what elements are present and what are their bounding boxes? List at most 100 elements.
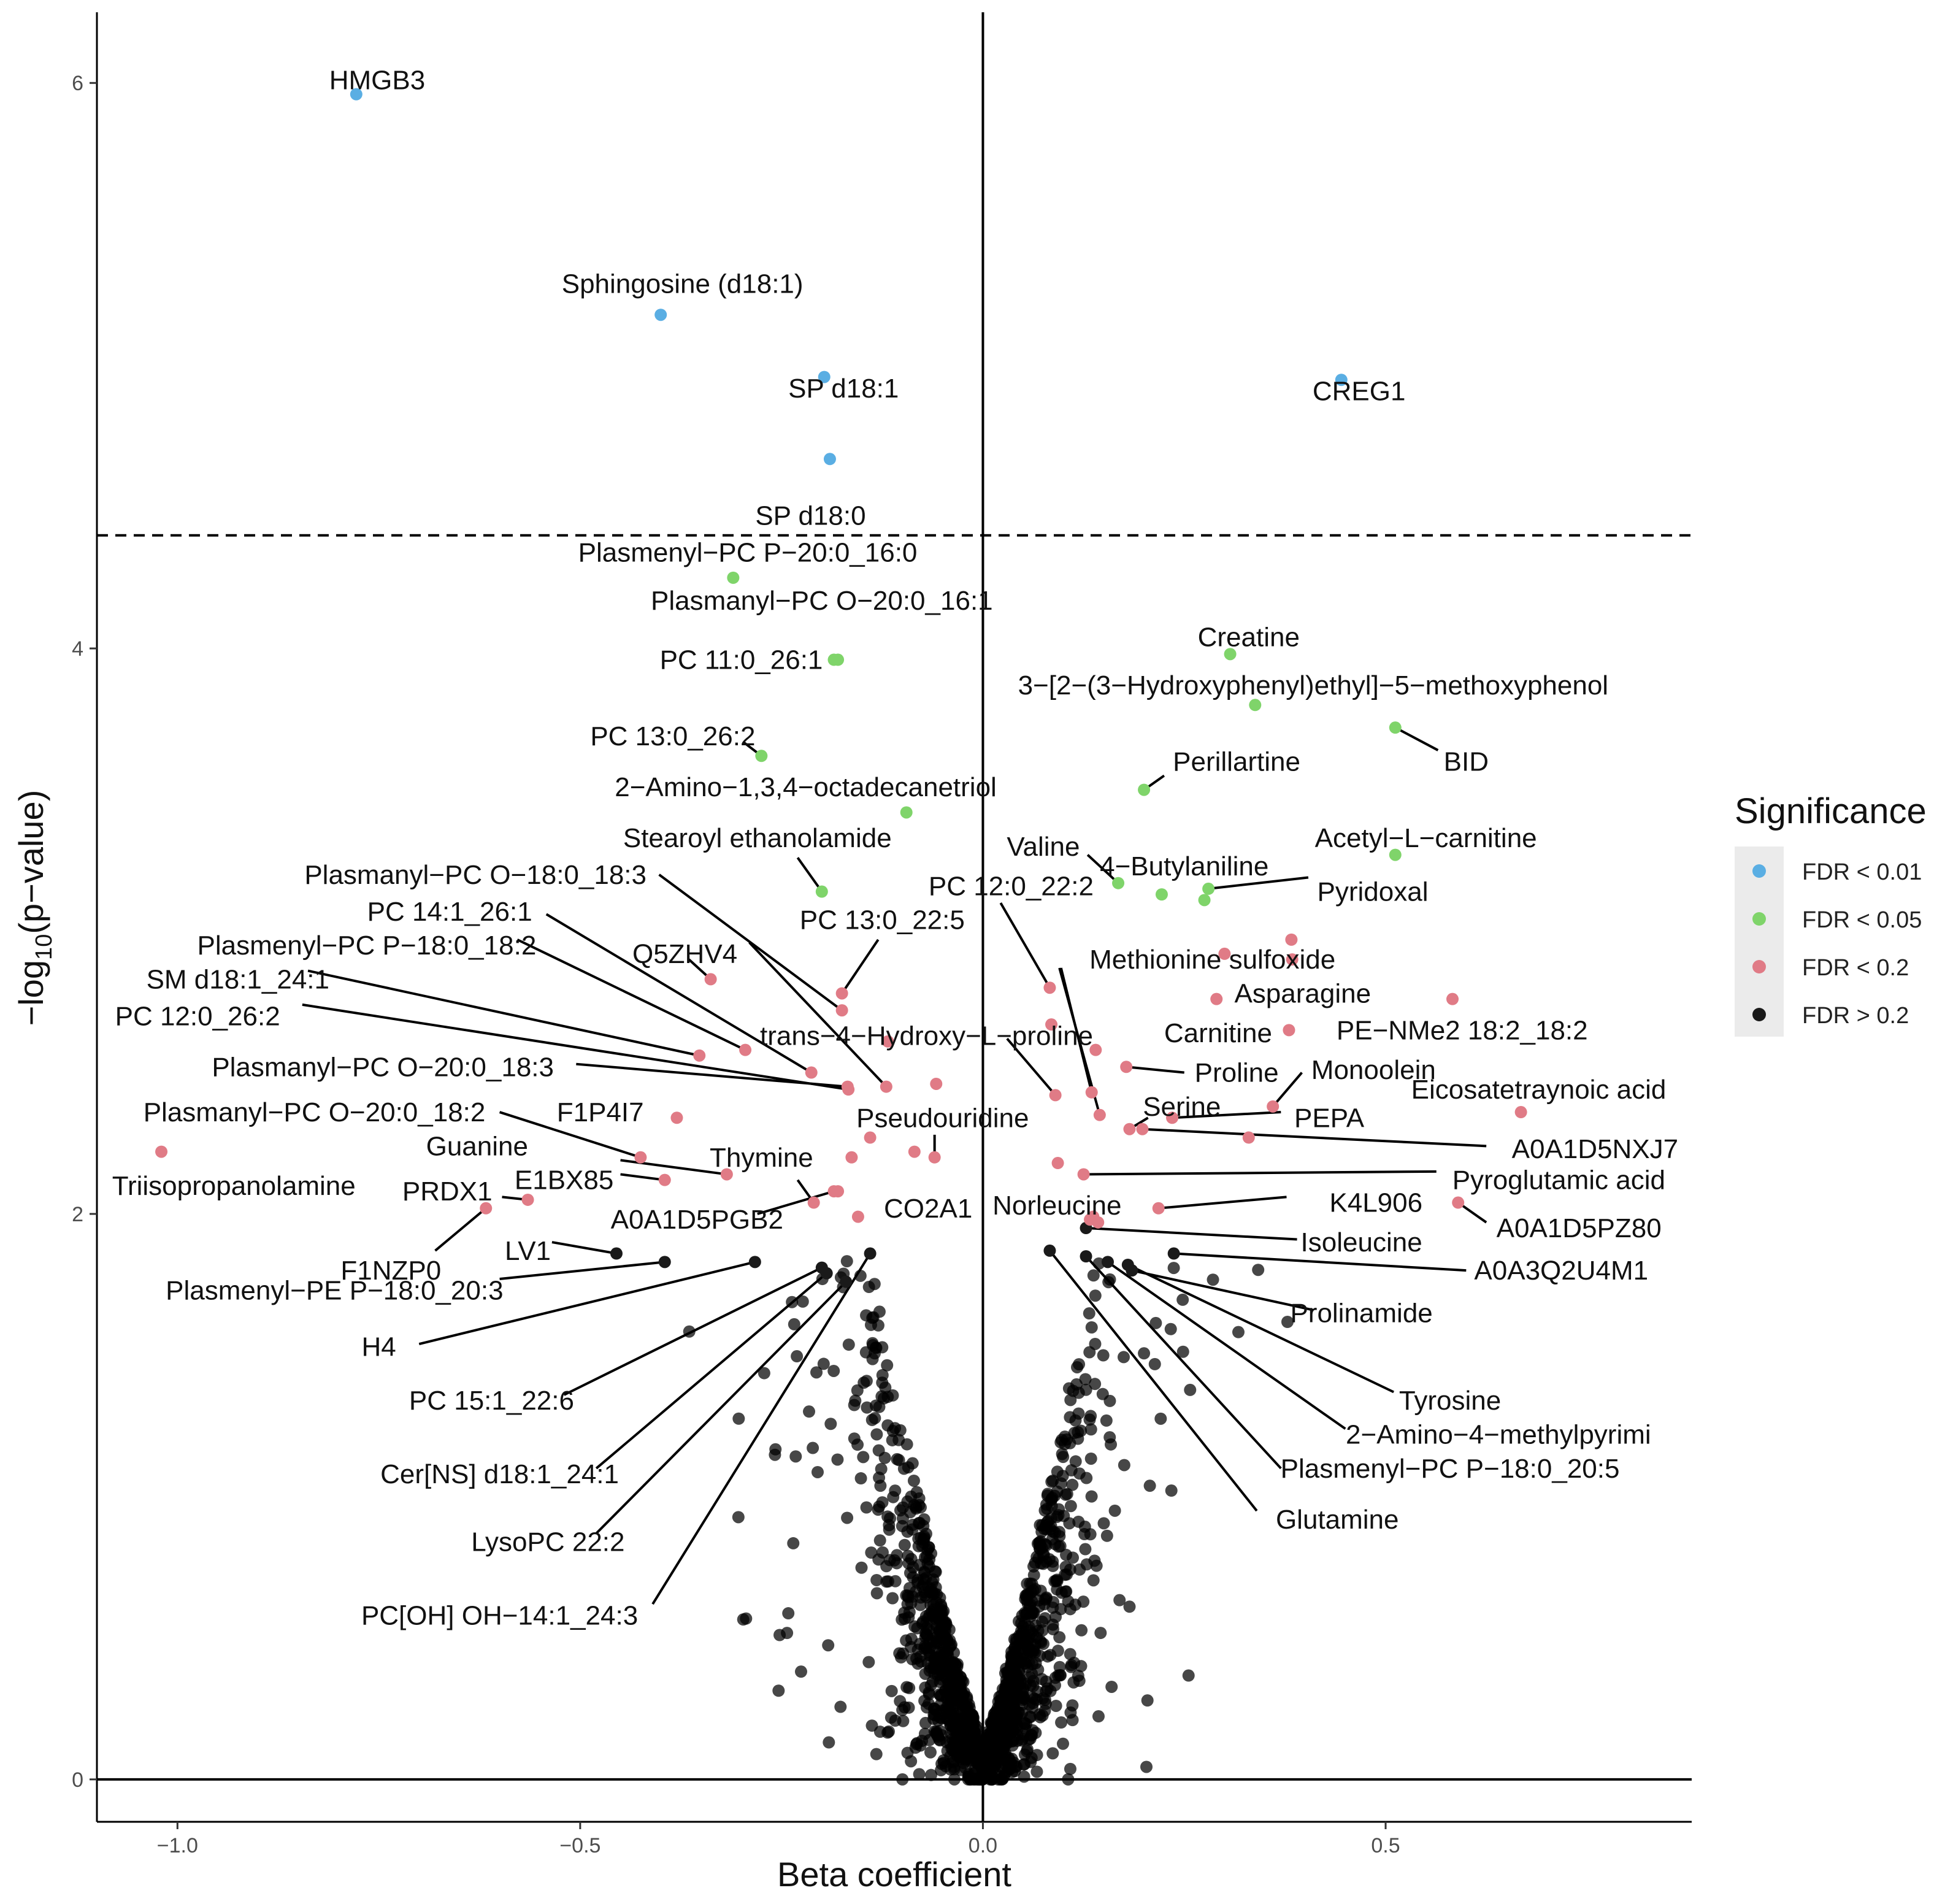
data-point-labeled	[820, 1267, 833, 1280]
data-point-nonsignificant	[1103, 1394, 1116, 1407]
data-point-nonsignificant	[942, 1703, 955, 1716]
data-point-nonsignificant	[782, 1607, 795, 1620]
data-point-nonsignificant	[1051, 1583, 1064, 1596]
data-point-nonsignificant	[1070, 1378, 1083, 1391]
data-point-nonsignificant	[1072, 1426, 1084, 1438]
point-label: Carnitine	[1164, 1018, 1272, 1048]
data-point-nonsignificant	[1053, 1540, 1065, 1553]
data-point-nonsignificant	[1023, 1621, 1035, 1633]
data-point-nonsignificant	[794, 1665, 807, 1678]
data-point-nonsignificant	[1064, 1563, 1076, 1576]
point-label: H4	[361, 1332, 396, 1362]
data-point-nonsignificant	[1141, 1694, 1154, 1707]
point-label: LysoPC 22:2	[471, 1527, 624, 1557]
data-point-nonsignificant	[903, 1681, 916, 1694]
data-point-nonsignificant	[943, 1715, 956, 1728]
data-point-nonsignificant	[773, 1629, 786, 1641]
data-point-nonsignificant	[823, 1736, 835, 1749]
point-label: Monoolein	[1311, 1055, 1436, 1085]
label-leader-line	[595, 1272, 827, 1470]
data-point-nonsignificant	[892, 1434, 905, 1446]
data-point-nonsignificant	[928, 1662, 941, 1675]
data-point-nonsignificant	[1118, 1459, 1130, 1472]
data-point-nonsignificant	[873, 1400, 886, 1413]
point-label: F1NZP0	[340, 1256, 441, 1286]
point-label: SP d18:0	[755, 501, 865, 531]
data-point-nonsignificant	[872, 1319, 884, 1332]
data-point-nonsignificant	[901, 1746, 914, 1759]
point-label: Q5ZHV4	[632, 939, 737, 969]
point-label: PC 14:1_26:1	[367, 897, 532, 927]
data-point-nonsignificant	[1140, 1760, 1153, 1773]
data-point-significant	[851, 1210, 864, 1223]
data-point-significant	[880, 1080, 892, 1093]
legend-key-fdr-gt-02	[1752, 1008, 1766, 1021]
data-point-significant	[658, 1173, 671, 1186]
data-point-nonsignificant	[860, 1309, 873, 1322]
data-point-nonsignificant	[834, 1700, 847, 1713]
data-point-nonsignificant	[981, 1741, 994, 1754]
point-label: PC 12:0_26:2	[115, 1001, 280, 1031]
x-tick-label: 0.5	[1371, 1834, 1400, 1857]
data-point-nonsignificant	[787, 1537, 800, 1549]
data-point-nonsignificant	[1023, 1698, 1036, 1711]
data-point-significant	[1077, 1168, 1090, 1181]
point-label: Plasmenyl−PC P−18:0_18:2	[198, 931, 537, 961]
data-point-nonsignificant	[943, 1641, 956, 1654]
data-point-significant	[841, 1080, 854, 1093]
data-point-labeled	[864, 1247, 877, 1260]
data-point-nonsignificant	[893, 1647, 906, 1660]
data-point-nonsignificant	[911, 1657, 924, 1670]
label-leader-line	[651, 1253, 872, 1605]
point-label: BID	[1444, 747, 1489, 777]
data-point-nonsignificant	[1252, 1264, 1265, 1276]
label-leader-line	[434, 1207, 487, 1252]
data-point-nonsignificant	[902, 1591, 915, 1603]
data-point-nonsignificant	[898, 1538, 911, 1551]
y-tick-label: 2	[72, 1203, 83, 1226]
data-point-significant	[1389, 721, 1402, 734]
data-point-nonsignificant	[862, 1281, 875, 1294]
label-leader-line	[1172, 1111, 1281, 1119]
data-point-nonsignificant	[902, 1549, 915, 1562]
data-point-nonsignificant	[1022, 1643, 1035, 1656]
data-point-nonsignificant	[803, 1405, 816, 1418]
data-point-nonsignificant	[883, 1554, 896, 1567]
data-point-nonsignificant	[1036, 1624, 1049, 1637]
data-point-significant	[823, 453, 836, 466]
data-point-significant	[654, 309, 667, 321]
data-point-nonsignificant	[923, 1541, 935, 1554]
data-point-labeled	[610, 1247, 623, 1260]
data-point-nonsignificant	[1046, 1747, 1059, 1760]
data-point-nonsignificant	[1061, 1433, 1073, 1446]
point-label: Acetyl−L−carnitine	[1315, 823, 1537, 853]
data-point-significant	[815, 885, 828, 898]
label-leader-line	[1048, 1250, 1258, 1512]
data-point-nonsignificant	[880, 1575, 893, 1588]
data-point-nonsignificant	[902, 1701, 915, 1714]
point-label: Cer[NS] d18:1_24:1	[380, 1459, 619, 1489]
data-point-nonsignificant	[923, 1697, 935, 1710]
label-leader-line	[1272, 1072, 1303, 1108]
label-leader-line	[551, 1241, 617, 1255]
data-point-nonsignificant	[1084, 1423, 1097, 1436]
data-point-nonsignificant	[1029, 1726, 1042, 1739]
point-label: Valine	[1007, 832, 1080, 862]
label-leader-line	[576, 1062, 848, 1088]
point-label: PC 13:0_22:5	[800, 905, 965, 935]
data-point-nonsignificant	[1089, 1289, 1102, 1302]
data-point-significant	[350, 88, 363, 101]
data-point-nonsignificant	[985, 1756, 998, 1769]
data-point-significant	[1043, 981, 1056, 994]
legend-key-fdr-001	[1752, 864, 1766, 878]
data-point-nonsignificant	[1068, 1656, 1081, 1669]
point-label: PC 11:0_26:1	[660, 645, 823, 675]
y-tick-label: 4	[72, 637, 83, 661]
data-point-labeled	[840, 1275, 853, 1288]
data-point-significant	[805, 1066, 818, 1079]
data-point-nonsignificant	[1080, 1383, 1092, 1396]
data-point-nonsignificant	[1097, 1517, 1110, 1530]
point-label: A0A1D5PGB2	[611, 1205, 783, 1235]
data-point-nonsignificant	[1079, 1543, 1092, 1556]
data-point-nonsignificant	[1073, 1563, 1086, 1576]
